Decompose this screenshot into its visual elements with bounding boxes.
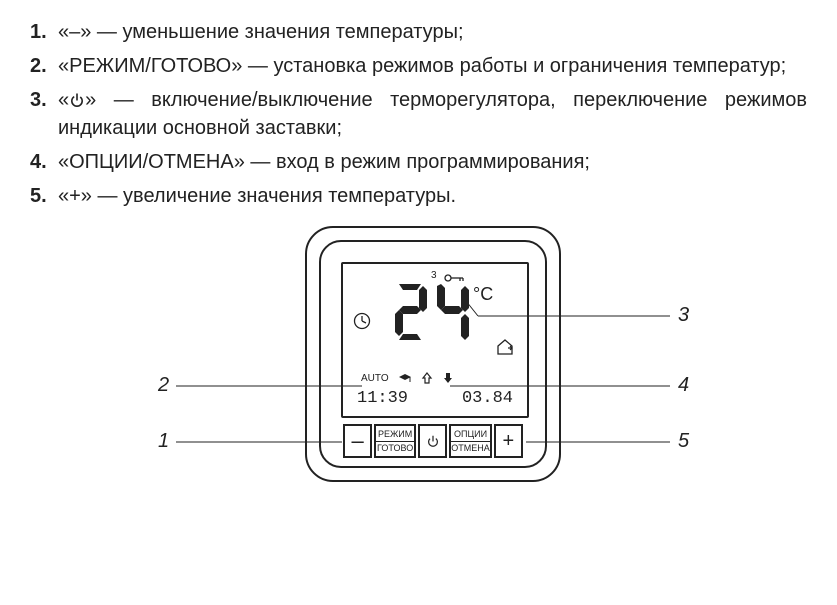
callout-2: 2: [158, 374, 169, 397]
list-num-2: 2.: [30, 52, 58, 80]
callout-1: 1: [158, 430, 169, 453]
list-item-4: 4. «ОПЦИИ/ОТМЕНА» — вход в режим програм…: [30, 148, 807, 176]
list-item-5: 5. «+» — увеличение значения температуры…: [30, 182, 807, 210]
list-text-1: «–» — уменьшение значения температуры;: [58, 18, 807, 46]
device-figure: 3: [30, 226, 807, 542]
list-item-3: 3. «» — включение/выключение терморегуля…: [30, 86, 807, 142]
list-num-3: 3.: [30, 86, 58, 142]
list-num-1: 1.: [30, 18, 58, 46]
power-icon: [69, 92, 85, 108]
list-text-2: «РЕЖИМ/ГОТОВО» — установка режимов работ…: [58, 52, 807, 80]
list-text-5: «+» — увеличение значения температуры.: [58, 182, 807, 210]
list-item-1: 1. «–» — уменьшение значения температуры…: [30, 18, 807, 46]
list-text-3: «» — включение/выключение терморегулятор…: [58, 86, 807, 142]
list-num-5: 5.: [30, 182, 58, 210]
callout-4: 4: [678, 374, 689, 397]
callout-lines: [30, 226, 810, 542]
callout-5: 5: [678, 430, 689, 453]
list-num-4: 4.: [30, 148, 58, 176]
list-text-4: «ОПЦИИ/ОТМЕНА» — вход в режим программир…: [58, 148, 807, 176]
callout-3: 3: [678, 304, 689, 327]
description-list: 1. «–» — уменьшение значения температуры…: [30, 18, 807, 210]
list-item-2: 2. «РЕЖИМ/ГОТОВО» — установка режимов ра…: [30, 52, 807, 80]
